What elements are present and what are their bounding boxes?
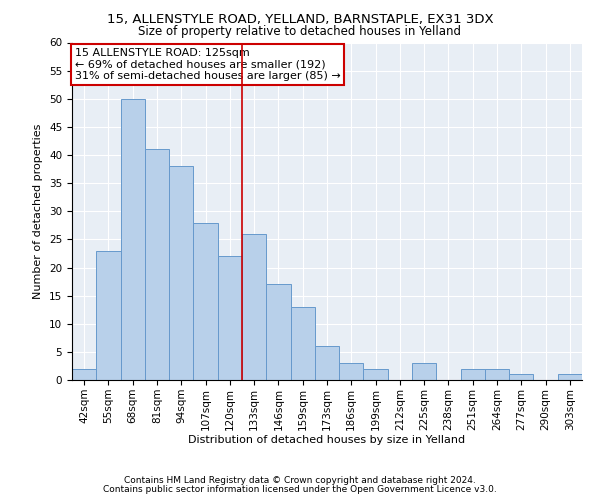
Text: Contains public sector information licensed under the Open Government Licence v3: Contains public sector information licen…: [103, 485, 497, 494]
Bar: [193, 222, 218, 380]
Y-axis label: Number of detached properties: Number of detached properties: [34, 124, 43, 299]
Text: Contains HM Land Registry data © Crown copyright and database right 2024.: Contains HM Land Registry data © Crown c…: [124, 476, 476, 485]
Bar: [169, 166, 193, 380]
Bar: [218, 256, 242, 380]
Bar: [72, 369, 96, 380]
Bar: [485, 369, 509, 380]
Bar: [266, 284, 290, 380]
Bar: [558, 374, 582, 380]
Bar: [242, 234, 266, 380]
Bar: [509, 374, 533, 380]
Text: 15, ALLENSTYLE ROAD, YELLAND, BARNSTAPLE, EX31 3DX: 15, ALLENSTYLE ROAD, YELLAND, BARNSTAPLE…: [107, 12, 493, 26]
Bar: [145, 150, 169, 380]
Bar: [96, 250, 121, 380]
Bar: [315, 346, 339, 380]
X-axis label: Distribution of detached houses by size in Yelland: Distribution of detached houses by size …: [188, 436, 466, 446]
Text: 15 ALLENSTYLE ROAD: 125sqm
← 69% of detached houses are smaller (192)
31% of sem: 15 ALLENSTYLE ROAD: 125sqm ← 69% of deta…: [74, 48, 340, 81]
Bar: [290, 307, 315, 380]
Bar: [364, 369, 388, 380]
Bar: [461, 369, 485, 380]
Bar: [121, 99, 145, 380]
Text: Size of property relative to detached houses in Yelland: Size of property relative to detached ho…: [139, 25, 461, 38]
Bar: [339, 363, 364, 380]
Bar: [412, 363, 436, 380]
